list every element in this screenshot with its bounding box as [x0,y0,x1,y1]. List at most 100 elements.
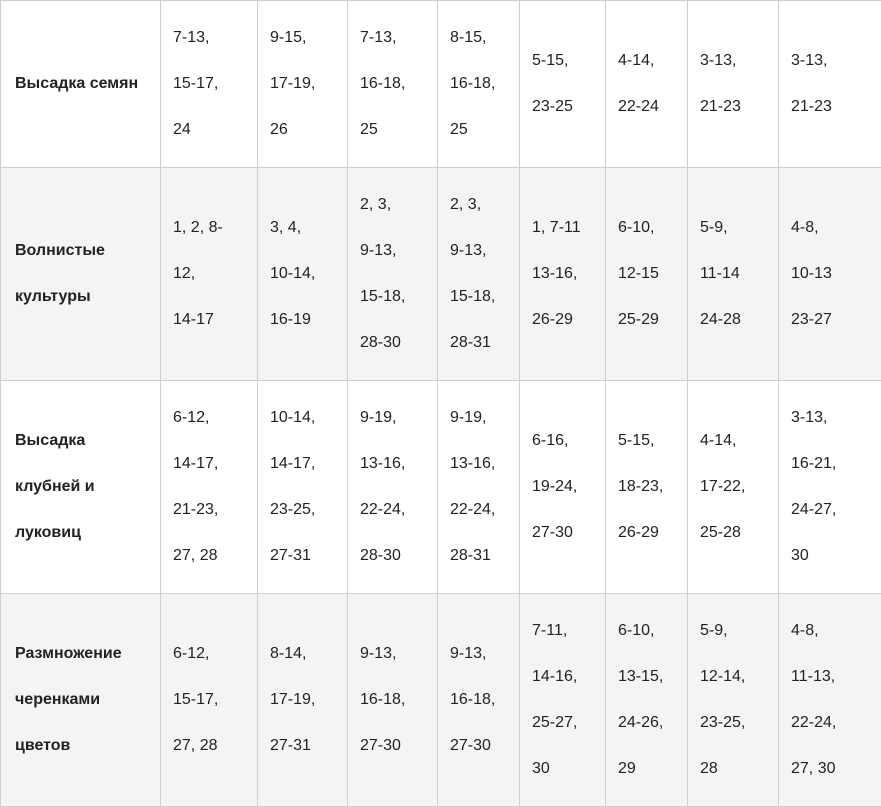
date-cell: 6-12, 15-17, 27, 28 [160,593,258,807]
row-label: Размножение черенками цветов [0,593,161,807]
row-label-line: Размножение [15,645,122,662]
row-label-line: черенками [15,691,101,708]
date-range: 12-15 [618,265,659,282]
date-range: 11-13, [791,668,836,685]
date-range: 25-27, [532,714,578,731]
date-cell: 2, 3, 9-13, 15-18, 28-31 [437,167,520,381]
date-cell: 5-15, 23-25 [519,0,606,168]
date-range: 2, 3, [450,196,482,213]
date-range: 4-14, [618,52,655,69]
date-range: 10-14, [270,265,316,282]
date-range: 7-13, [173,29,210,46]
date-range: 15-18, [360,288,406,305]
date-cell: 7-13, 15-17, 24 [160,0,258,168]
date-range: 23-27 [791,311,832,328]
date-range: 13-16, [360,455,406,472]
date-range: 11-14 [700,265,740,282]
date-range: 16-18, [450,691,496,708]
date-range: 2, 3, [360,196,392,213]
date-range: 26-29 [532,311,573,328]
date-range: 21-23 [700,98,741,115]
date-range: 12, [173,265,196,282]
date-range: 15-17, [173,75,219,92]
date-range: 27-30 [360,737,401,754]
date-range: 9-13, [450,242,487,259]
date-range: 14-17, [270,455,316,472]
date-range: 6-10, [618,622,655,639]
date-cell: 3-13, 16-21, 24-27, 30 [778,380,881,594]
date-cell: 7-11, 14-16, 25-27, 30 [519,593,606,807]
date-range: 12-14, [700,668,746,685]
date-range: 6-12, [173,409,210,426]
date-range: 18-23, [618,478,664,495]
date-range: 27-30 [532,524,573,541]
date-range: 24-28 [700,311,741,328]
date-cell: 1, 7-11 13-16, 26-29 [519,167,606,381]
date-cell: 6-10, 13-15, 24-26, 29 [605,593,688,807]
date-range: 13-16, [532,265,578,282]
date-cell: 2, 3, 9-13, 15-18, 28-30 [347,167,438,381]
date-range: 9-13, [450,645,487,662]
date-range: 14-17, [173,455,219,472]
row-label-line: Высадка семян [15,75,139,92]
date-range: 3, 4, [270,219,302,236]
table-row: Высадка семян 7-13, 15-17, 24 9-15, 17-19, 26 7… [0,0,881,168]
date-cell: 9-15, 17-19, 26 [257,0,348,168]
date-range: 5-15, [618,432,655,449]
row-label: Высадка семян [0,0,161,168]
row-label-line: клубней и [15,478,95,495]
date-range: 28-31 [450,334,491,351]
table-row: Размножение черенками цветов 6-12, 15-17, 27,… [0,593,881,807]
row-label-line: Высадка [15,432,86,449]
date-range: 14-16, [532,668,578,685]
date-cell: 9-13, 16-18, 27-30 [347,593,438,807]
date-cell: 5-9, 11-14 24-28 [687,167,779,381]
date-cell: 8-14, 17-19, 27-31 [257,593,348,807]
date-range: 9-19, [450,409,487,426]
date-range: 17-19, [270,691,316,708]
date-cell: 6-10, 12-15 25-29 [605,167,688,381]
date-range: 3-13, [791,52,828,69]
date-range: 27, 30 [791,760,836,777]
date-range: 23-25 [532,98,573,115]
date-range: 3-13, [700,52,737,69]
date-cell: 4-14, 22-24 [605,0,688,168]
date-range: 25 [450,121,468,138]
date-range: 19-24, [532,478,578,495]
date-range: 23-25, [270,501,316,518]
date-range: 22-24, [791,714,837,731]
date-range: 13-15, [618,668,664,685]
date-range: 27, 28 [173,547,218,564]
date-range: 17-19, [270,75,316,92]
date-cell: 3, 4, 10-14, 16-19 [257,167,348,381]
date-cell: 4-8, 11-13, 22-24, 27, 30 [778,593,881,807]
date-range: 28 [700,760,718,777]
date-range: 21-23 [791,98,832,115]
date-range: 16-21, [791,455,837,472]
table-row: Высадка клубней и луковиц 6-12, 14-17, 21-23,… [0,380,881,594]
date-range: 24-26, [618,714,664,731]
date-cell: 7-13, 16-18, 25 [347,0,438,168]
date-range: 17-22, [700,478,746,495]
row-label-line: цветов [15,737,71,754]
date-range: 10-13 [791,265,832,282]
date-cell: 4-14, 17-22, 25-28 [687,380,779,594]
date-range: 24-27, [791,501,837,518]
date-range: 6-16, [532,432,569,449]
date-range: 9-13, [360,242,397,259]
date-range: 16-18, [360,691,406,708]
date-range: 27-31 [270,547,311,564]
date-range: 25 [360,121,378,138]
date-range: 6-10, [618,219,655,236]
date-range: 5-9, [700,219,728,236]
date-range: 16-18, [450,75,496,92]
date-cell: 9-19, 13-16, 22-24, 28-31 [437,380,520,594]
date-cell: 6-12, 14-17, 21-23, 27, 28 [160,380,258,594]
date-range: 28-30 [360,547,401,564]
date-range: 23-25, [700,714,746,731]
date-cell: 5-9, 12-14, 23-25, 28 [687,593,779,807]
date-cell: 3-13, 21-23 [687,0,779,168]
date-range: 22-24, [360,501,406,518]
date-range: 27-31 [270,737,311,754]
